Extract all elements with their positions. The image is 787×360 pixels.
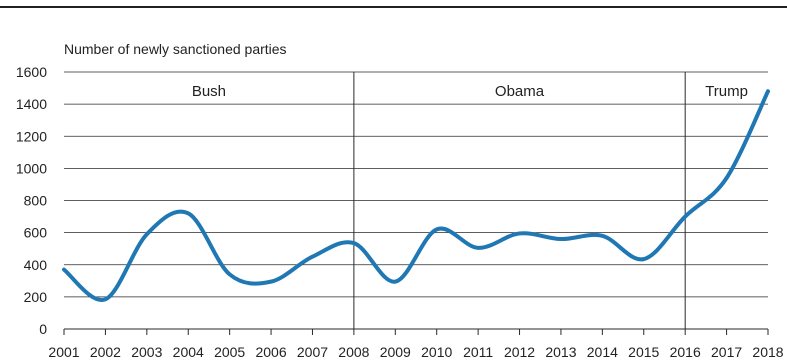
x-tick-label: 2017 <box>711 344 742 360</box>
x-tick-label: 2016 <box>670 344 701 360</box>
x-tick-label: 2015 <box>628 344 659 360</box>
x-axis <box>63 328 769 335</box>
x-tick-label: 2003 <box>131 344 162 360</box>
x-tick-label: 2007 <box>297 344 328 360</box>
series-line <box>62 89 770 302</box>
x-tick-label: 2012 <box>504 344 535 360</box>
period-label: Obama <box>495 83 545 100</box>
y-tick-label: 1200 <box>16 128 47 144</box>
y-tick-label: 1400 <box>16 96 47 112</box>
x-tick-label: 2006 <box>255 344 286 360</box>
x-tick-label: 2018 <box>752 344 783 360</box>
x-tick-label: 2014 <box>587 344 618 360</box>
x-tick-label: 2013 <box>545 344 576 360</box>
y-tick-labels: 0 200 400 600 800 1000 1200 1400 1600 <box>16 64 47 337</box>
y-tick-label: 600 <box>24 225 48 241</box>
y-tick-label: 800 <box>24 193 48 209</box>
y-tick-label: 0 <box>39 321 47 337</box>
x-tick-label: 2004 <box>173 344 204 360</box>
x-tick-label: 2002 <box>90 344 121 360</box>
x-tick-label: 2011 <box>463 344 493 360</box>
y-tick-label: 400 <box>24 257 48 273</box>
x-tick-label: 2001 <box>48 344 79 360</box>
y-tick-label: 200 <box>24 289 48 305</box>
period-labels: Bush Obama Trump <box>192 83 748 100</box>
period-dividers <box>353 72 686 329</box>
x-tick-labels: 2001 2002 2003 2004 2005 2006 2007 2008 2009 2010… <box>48 344 783 360</box>
x-tick-label: 2008 <box>338 344 369 360</box>
y-axis-title: Number of newly sanctioned parties <box>64 41 287 57</box>
y-tick-label: 1600 <box>16 64 47 80</box>
x-tick-label: 2005 <box>214 344 245 360</box>
period-label: Trump <box>705 83 748 100</box>
y-tick-label: 1000 <box>16 160 47 176</box>
period-label: Bush <box>192 83 226 100</box>
x-tick-label: 2009 <box>380 344 411 360</box>
gridlines <box>64 71 768 298</box>
x-tick-label: 2010 <box>421 344 452 360</box>
